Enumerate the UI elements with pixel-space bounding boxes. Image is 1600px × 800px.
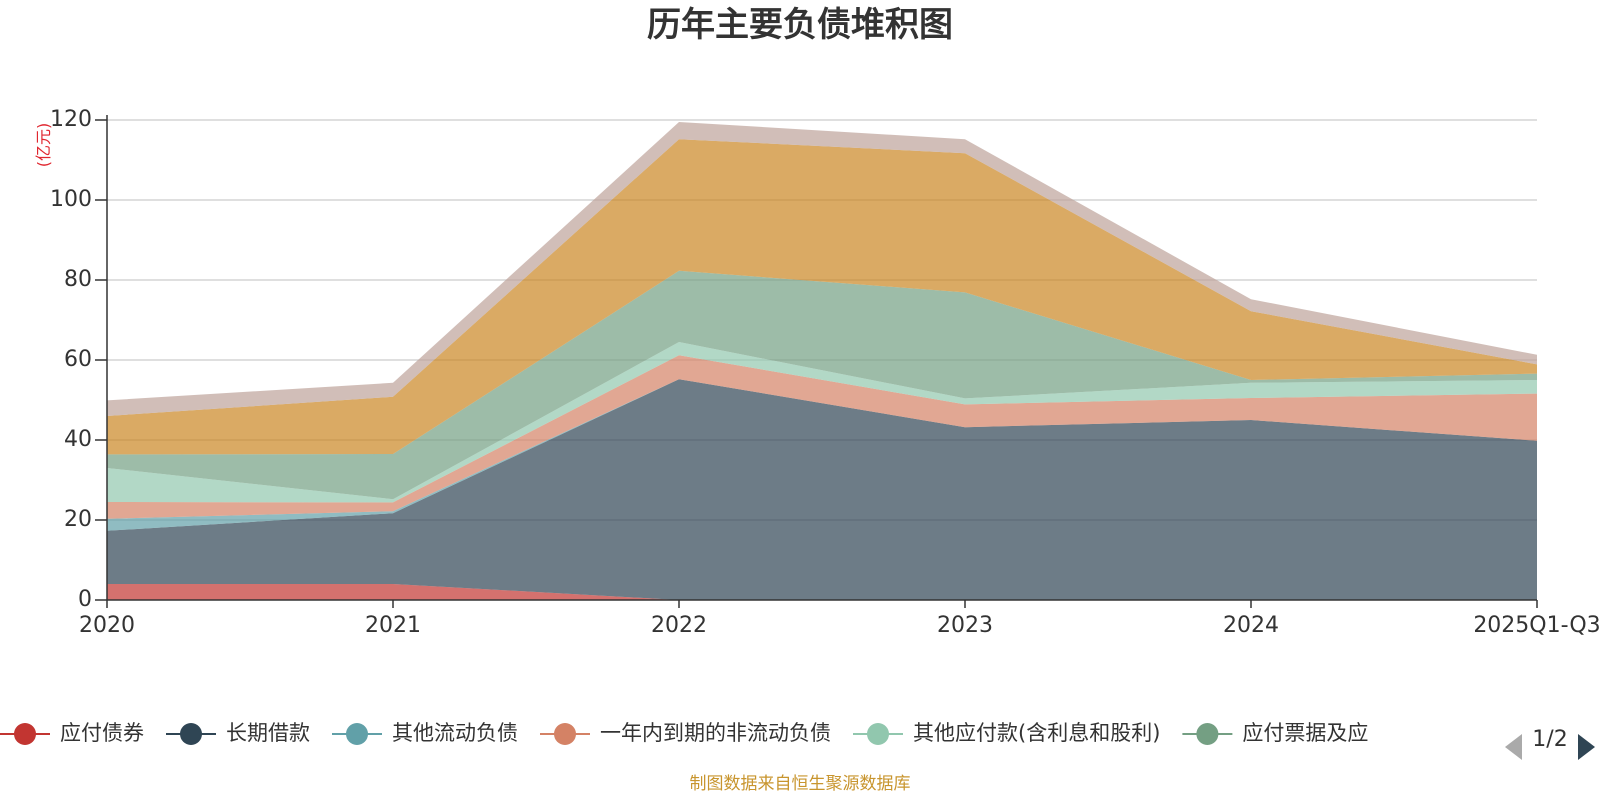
area-series-2: 其他流动负债: [107, 379, 1537, 531]
y-tick-label: 100: [50, 187, 92, 212]
legend-marker: [346, 723, 368, 745]
legend-next-page-icon[interactable]: [1578, 734, 1595, 760]
y-tick-label: 40: [64, 427, 92, 452]
legend-label: 其他流动负债: [392, 721, 518, 745]
area-series-1: 长期借款: [107, 379, 1537, 600]
y-tick-label: 60: [64, 347, 92, 372]
legend-item[interactable]: 应付债券: [0, 721, 144, 745]
x-tick-label: 2025Q1-Q3: [1473, 613, 1600, 638]
x-tick-label: 2023: [937, 613, 993, 638]
legend-label: 应付债券: [60, 721, 144, 745]
y-tick-label: 20: [64, 507, 92, 532]
legend-label: 一年内到期的非流动负债: [600, 721, 831, 745]
legend-item[interactable]: 应付票据及应: [1182, 721, 1368, 745]
area-series-3: 一年内到期的非流动负债: [107, 355, 1537, 519]
y-axis-ticks: 0 20 40 60 80 100 120: [50, 107, 107, 612]
y-tick-label: 0: [78, 587, 92, 612]
y-tick-label: 120: [50, 107, 92, 132]
legend-page-indicator: 1/2: [1532, 727, 1567, 752]
y-axis-unit: (亿元): [34, 123, 53, 168]
legend-label: 长期借款: [226, 721, 310, 745]
legend-marker: [867, 723, 889, 745]
legend-item[interactable]: 其他应付款(含利息和股利): [853, 721, 1160, 745]
legend: 应付债券 长期借款 其他流动负债 一年内到期的非流动负债 其他应付款(含利息和股利) 应付…: [0, 721, 1368, 745]
data-source-note: 制图数据来自恒生聚源数据库: [690, 774, 911, 794]
legend-prev-page-icon[interactable]: [1505, 734, 1522, 760]
x-axis-ticks: 2020 2021 2022 2023 2024 2025Q1-Q3: [79, 600, 1600, 638]
chart-title: 历年主要负债堆积图: [647, 5, 953, 45]
legend-item[interactable]: 一年内到期的非流动负债: [540, 721, 831, 745]
legend-item[interactable]: 其他流动负债: [332, 721, 518, 745]
legend-marker: [1196, 723, 1219, 745]
legend-label: 其他应付款(含利息和股利): [913, 721, 1160, 745]
legend-marker: [14, 723, 36, 745]
area-series-4: 其他应付款(含利息和股利): [107, 342, 1537, 503]
stacked-areas: 应付债券长期借款其他流动负债一年内到期的非流动负债其他应付款(含利息和股利)应付…: [107, 122, 1537, 600]
x-tick-label: 2022: [651, 613, 707, 638]
area-series-6: 合同负债: [107, 139, 1537, 455]
legend-marker: [554, 723, 576, 745]
legend-item[interactable]: 长期借款: [166, 721, 310, 745]
legend-pager: 1/2: [1505, 727, 1595, 760]
x-tick-label: 2021: [365, 613, 421, 638]
legend-marker: [180, 723, 202, 745]
axes: [106, 115, 1537, 601]
legend-label: 应付票据及应: [1242, 721, 1368, 745]
y-tick-label: 80: [64, 267, 92, 292]
area-series-5: 应付票据及应付账款: [107, 270, 1537, 500]
x-tick-label: 2020: [79, 613, 135, 638]
x-tick-label: 2024: [1223, 613, 1279, 638]
